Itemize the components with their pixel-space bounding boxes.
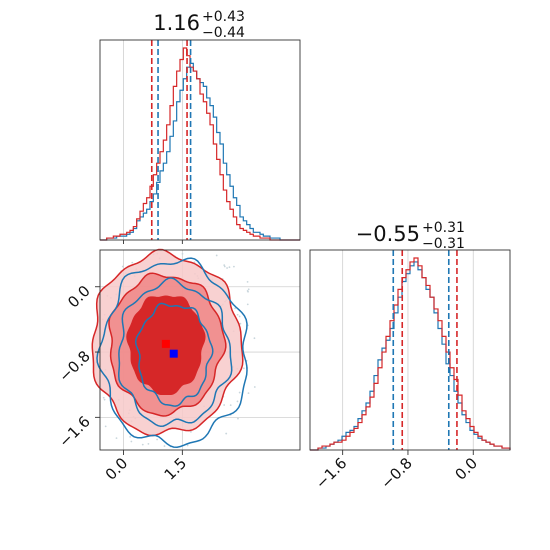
hist-param-1-red bbox=[100, 47, 300, 241]
hist-param-2-red bbox=[310, 257, 511, 451]
hist-param-2-blue bbox=[310, 261, 511, 451]
scatter-point bbox=[102, 396, 105, 399]
contour-blue-level-2 bbox=[96, 257, 248, 448]
scatter-point bbox=[229, 404, 232, 407]
scatter-point bbox=[130, 440, 133, 443]
contour-blue-level-0 bbox=[134, 302, 214, 407]
title-param-2: −0.55 +0.31 −0.31 bbox=[356, 220, 465, 252]
scatter-point bbox=[239, 322, 242, 325]
scatter-point bbox=[253, 386, 256, 388]
scatter-point bbox=[215, 254, 218, 257]
scatter-point bbox=[253, 337, 256, 340]
scatter-point bbox=[186, 444, 189, 447]
joint-density-panel bbox=[91, 248, 301, 451]
scatter-point bbox=[223, 264, 226, 267]
contour-blue-level-1 bbox=[118, 277, 233, 428]
frame-param-2 bbox=[309, 249, 511, 451]
scatter-point bbox=[163, 445, 166, 447]
scatter-point bbox=[121, 265, 124, 268]
scatter-point bbox=[236, 313, 239, 316]
tick-label-joint-y-0: −1.6 bbox=[55, 412, 93, 450]
scatter-point bbox=[238, 315, 241, 318]
tick-label-right-x-2: 0.0 bbox=[451, 454, 481, 484]
scatter-point bbox=[247, 288, 250, 291]
title-param-2-value: −0.55 bbox=[356, 222, 420, 246]
scatter-point bbox=[190, 430, 192, 433]
scatter-point bbox=[131, 261, 134, 264]
scatter-point bbox=[238, 391, 241, 394]
tick-label-joint-y-1: −0.8 bbox=[55, 347, 93, 385]
scatter-point bbox=[246, 280, 249, 283]
tick-label-right-x-1: −0.8 bbox=[377, 454, 415, 492]
scatter-point bbox=[156, 438, 158, 441]
scatter-point bbox=[236, 400, 239, 403]
scatter-point bbox=[233, 265, 235, 268]
scatter-point bbox=[234, 307, 237, 310]
tick-label-joint-y-2: 0.0 bbox=[64, 282, 94, 312]
frame-param-1 bbox=[99, 39, 301, 241]
scatter-point bbox=[223, 265, 226, 268]
title-param-1-value: 1.16 bbox=[153, 11, 200, 35]
scatter-point bbox=[104, 425, 107, 428]
scatter-point bbox=[247, 290, 249, 293]
scatter-point bbox=[223, 404, 226, 406]
tick-label-joint-x-0: 0.0 bbox=[102, 454, 132, 484]
scatter-point bbox=[246, 303, 249, 306]
scatter-point bbox=[247, 392, 250, 395]
title-param-2-plus: +0.31 bbox=[422, 220, 465, 236]
scatter-point bbox=[242, 367, 245, 370]
scatter-point bbox=[226, 267, 228, 269]
tick-label-right-x-0: −1.6 bbox=[312, 454, 350, 492]
title-param-2-minus: −0.31 bbox=[422, 236, 465, 252]
histogram-param-1 bbox=[99, 39, 301, 244]
frame-joint bbox=[99, 249, 301, 451]
title-param-1-minus: −0.44 bbox=[202, 25, 245, 41]
scatter-point bbox=[181, 252, 184, 255]
scatter-point bbox=[103, 398, 106, 401]
title-param-1-plus: +0.43 bbox=[202, 9, 245, 25]
scatter-point bbox=[129, 435, 132, 438]
marker-red bbox=[161, 339, 170, 348]
scatter-point bbox=[237, 417, 239, 420]
histogram-param-2 bbox=[309, 249, 511, 451]
scatter-point bbox=[141, 443, 144, 446]
scatter-point bbox=[228, 266, 231, 269]
tick-label-joint-x-1: 1.5 bbox=[161, 454, 191, 484]
scatter-point bbox=[147, 442, 150, 445]
title-param-1: 1.16 +0.43 −0.44 bbox=[153, 9, 245, 41]
scatter-point bbox=[115, 437, 118, 440]
marker-blue bbox=[169, 349, 178, 358]
scatter-point bbox=[225, 432, 228, 435]
